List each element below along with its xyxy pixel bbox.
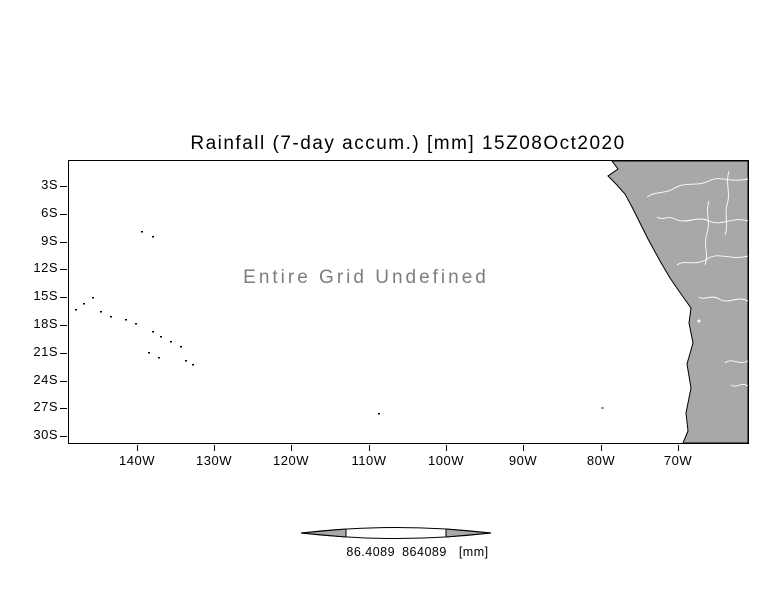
lat-tick [60,186,67,187]
lon-tick [137,445,138,451]
colorbar-right-arrow [445,528,492,538]
plot-area [68,160,749,444]
island-dots [75,231,604,415]
lon-tick [601,445,602,451]
map-svg [75,160,749,444]
annotation-undefined: Entire Grid Undefined [243,267,489,288]
lon-axis-label: 70W [663,453,693,468]
lon-tick [369,445,370,451]
lon-tick [214,445,215,451]
colorbar-max-label: 864089 [402,545,447,559]
river-lines [646,170,749,387]
lon-axis-label: 140W [119,453,155,468]
lat-tick [60,269,67,270]
lat-axis-label: 9S [41,233,58,248]
lat-axis-label: 15S [33,288,58,303]
land-region [607,160,749,444]
lon-tick [678,445,679,451]
lat-tick [60,436,67,437]
lat-axis-label: 6S [41,205,58,220]
lon-axis-label: 130W [196,453,232,468]
lon-tick [523,445,524,451]
lat-axis-label: 27S [33,399,58,414]
colorbar-labels: 86.4089 864089 [mm] [325,545,510,559]
chart-title: Rainfall (7-day accum.) [mm] 15Z08Oct202… [190,133,626,154]
lat-tick [60,214,67,215]
lat-axis-label: 18S [33,316,58,331]
lat-tick [60,325,67,326]
colorbar-units-label: [mm] [458,545,489,559]
lat-tick [60,381,67,382]
lon-axis-label: 90W [508,453,538,468]
lon-axis-label: 80W [586,453,616,468]
lat-axis-label: 21S [33,344,58,359]
colorbar [300,527,492,539]
lon-tick [446,445,447,451]
lon-axis-label: 120W [273,453,309,468]
lat-tick [60,242,67,243]
lat-tick [60,297,67,298]
lat-tick [60,353,67,354]
lat-axis-label: 12S [33,260,58,275]
lat-axis-label: 3S [41,177,58,192]
lon-tick [291,445,292,451]
lat-axis-label: 30S [33,427,58,442]
lat-tick [60,408,67,409]
lon-axis-label: 100W [428,453,464,468]
lat-axis-label: 24S [33,372,58,387]
colorbar-min-label: 86.4089 [346,545,396,559]
colorbar-left-arrow [300,528,347,538]
lon-axis-label: 110W [351,453,387,468]
